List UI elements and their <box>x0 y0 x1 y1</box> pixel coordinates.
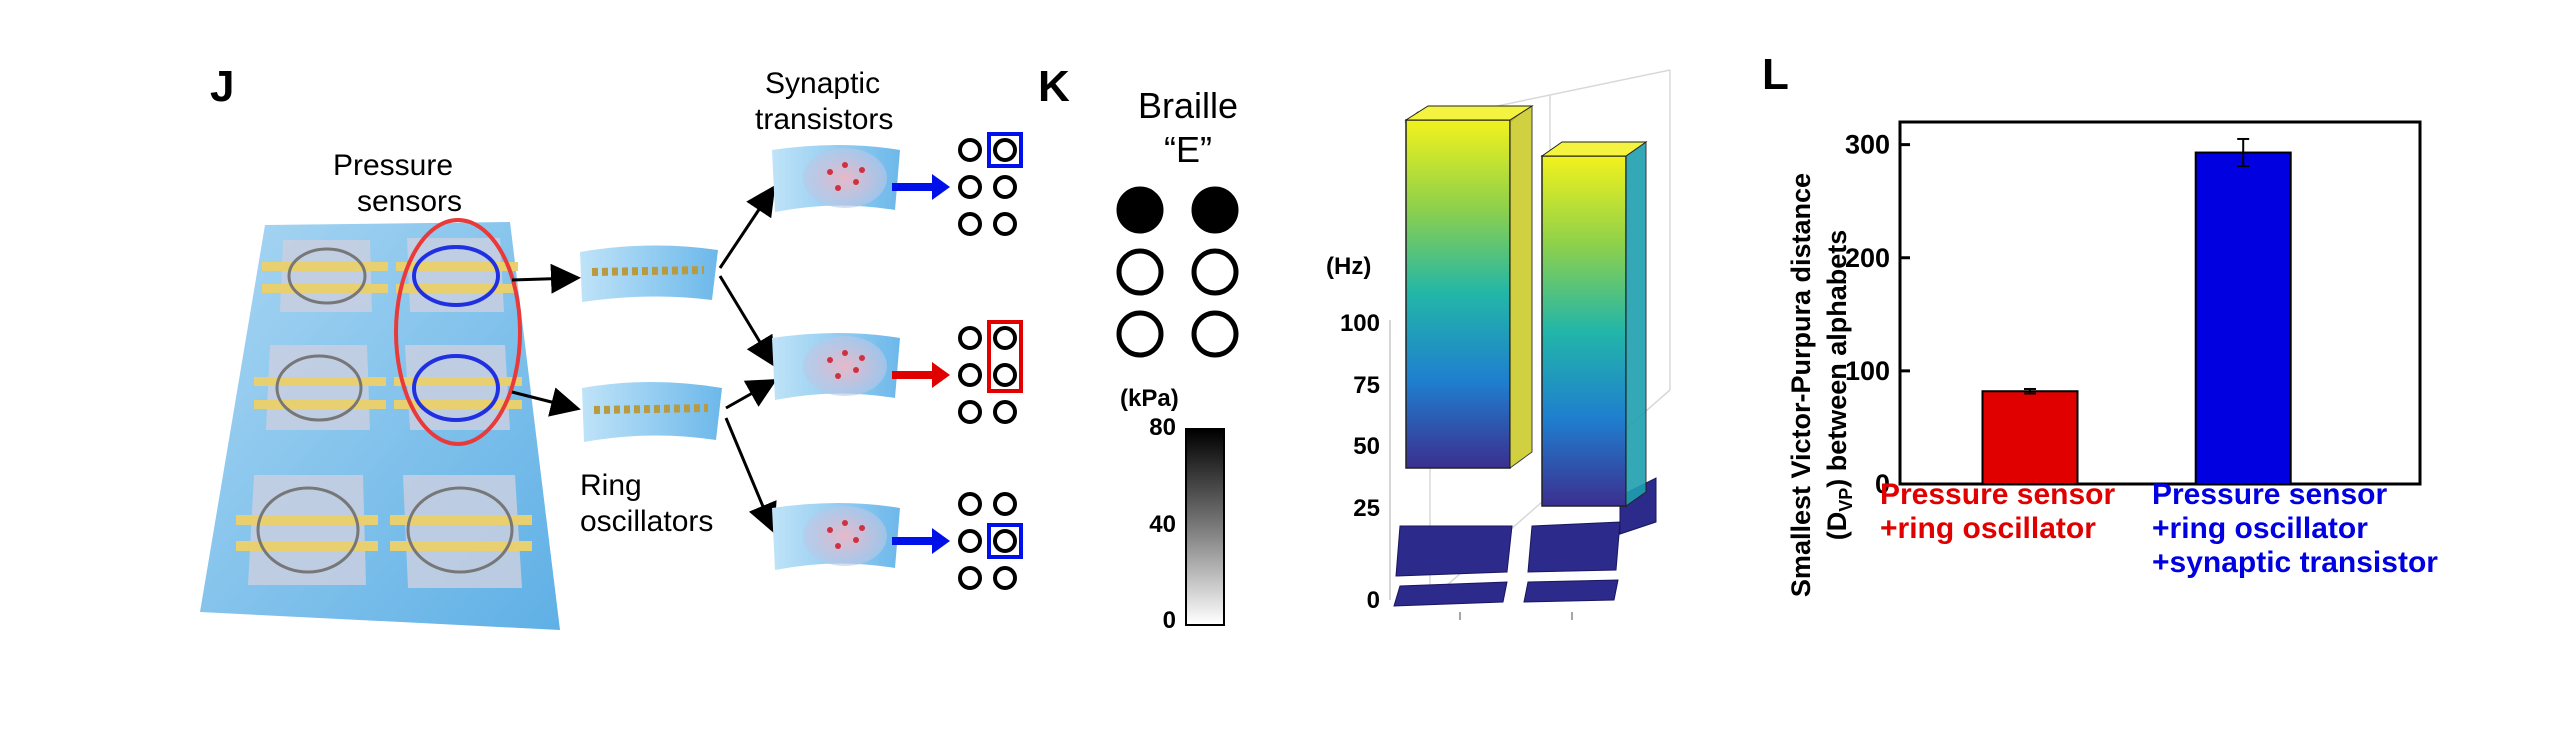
ring-oscillators-label: Ring oscillators <box>580 468 713 540</box>
ytick-label: 100 <box>1845 356 1890 386</box>
synaptic-transistors-label-line2: transistors <box>755 103 894 136</box>
output-arrow-blue-2 <box>892 528 950 554</box>
bar3d-floor-tile-1 <box>1395 525 1513 577</box>
colorbar-tick-bottom: 0 <box>1162 607 1176 634</box>
colorbar-tick-mid: 40 <box>1149 511 1176 538</box>
bar-label-2-line2: +ring oscillator <box>2152 512 2368 545</box>
zt-100: 100 <box>1340 310 1380 337</box>
bar3d-bar-1 <box>1404 105 1534 469</box>
output-grid-3-highlight <box>987 523 1023 559</box>
bar-label-2: Pressure sensor +ring oscillator +synapt… <box>2152 478 2438 580</box>
chart-l-errorbar-2 <box>2237 137 2250 168</box>
ytick-label: 0 <box>1875 469 1890 499</box>
braille-title-block: Braille “E” <box>1118 84 1258 172</box>
ylabel-line2: (DVP) between alphabets <box>1822 230 1856 541</box>
synaptic-transistor-2 <box>772 333 900 400</box>
pressure-colorbar <box>1185 428 1225 626</box>
ring-oscillators-label-line1: Ring <box>580 469 642 502</box>
pressure-sensors-label-line1: Pressure <box>333 149 454 182</box>
chart-l-bar-2 <box>2194 151 2292 485</box>
zt-75: 75 <box>1353 372 1380 399</box>
chart-l-errorbar-1 <box>2024 387 2036 395</box>
bar-label-1-line1: Pressure sensor <box>1880 478 2116 511</box>
pressure-sensors-label: Pressure sensors <box>333 148 462 220</box>
zt-25: 25 <box>1353 495 1380 522</box>
selected-sensor-1 <box>412 245 500 307</box>
braille-dot-5 <box>1191 248 1239 296</box>
bar-label-1: Pressure sensor +ring oscillator <box>1880 478 2115 546</box>
output-grid-1 <box>958 138 1017 236</box>
bar3d-unit: (Hz) <box>1326 253 1371 280</box>
pressure-sensors-label-line2: sensors <box>357 185 463 218</box>
colorbar-unit: (kPa) <box>1120 385 1179 412</box>
bar3d-bar-2 <box>1540 141 1648 507</box>
panel-letter-l: L <box>1762 50 1789 99</box>
output-arrow-blue-1 <box>892 174 950 200</box>
output-arrow-red <box>892 362 950 388</box>
ytick-label: 300 <box>1845 130 1890 160</box>
braille-cell <box>1116 186 1239 358</box>
ytick-label: 200 <box>1845 243 1890 273</box>
braille-dot-6 <box>1191 310 1239 358</box>
output-grid-2-highlight <box>987 320 1023 393</box>
chart-l-ylabel: Smallest Victor-Purpura distance (DVP) b… <box>1786 173 1856 597</box>
output-grid-2 <box>958 326 1017 424</box>
panel-letter-k: K <box>1038 62 1070 111</box>
bar3d-plot: (Hz) 100 75 50 25 0 <box>1326 69 1671 620</box>
sensor-pads <box>236 238 532 588</box>
synaptic-transistors-label: Synaptic transistors <box>755 66 893 138</box>
ylabel-line1: Smallest Victor-Purpura distance <box>1786 173 1816 597</box>
braille-dot-2 <box>1116 248 1164 296</box>
distance-bar-chart: Smallest Victor-Purpura distance (DVP) b… <box>1786 120 2422 597</box>
sensor-group-outline <box>394 218 522 446</box>
output-grid-1-highlight <box>987 132 1023 168</box>
braille-title: Braille <box>1137 85 1239 126</box>
zt-50: 50 <box>1353 433 1380 460</box>
panel-letter-j: J <box>210 62 235 111</box>
chart-l-bar-1 <box>1981 390 2079 485</box>
braille-dot-1 <box>1116 186 1164 234</box>
output-grid-3 <box>958 492 1017 590</box>
bar3d-zticks: 100 75 50 25 0 <box>1340 310 1380 614</box>
zt-0: 0 <box>1367 587 1380 614</box>
ring-oscillators-label-line2: oscillators <box>580 505 714 538</box>
panel-j-diagram <box>200 132 1023 630</box>
bar3d-floor-tile-2 <box>1527 521 1621 573</box>
bar-label-2-line1: Pressure sensor <box>2152 478 2388 511</box>
ring-oscillator-strip-1 <box>580 245 718 302</box>
braille-dot-4 <box>1191 186 1239 234</box>
ring-oscillator-strip-2 <box>582 382 722 442</box>
bar-label-1-line2: +ring oscillator <box>1880 512 2096 545</box>
synaptic-transistor-1 <box>772 145 900 212</box>
synaptic-transistor-3 <box>772 503 900 570</box>
colorbar-tick-top: 80 <box>1149 414 1176 441</box>
braille-letter: “E” <box>1164 129 1212 170</box>
chart-l-frame <box>1898 120 2422 486</box>
selected-sensor-2 <box>412 354 500 422</box>
bar-label-2-line3: +synaptic transistor <box>2152 546 2438 579</box>
braille-dot-3 <box>1116 310 1164 358</box>
synaptic-transistors-label-line1: Synaptic <box>765 67 881 100</box>
